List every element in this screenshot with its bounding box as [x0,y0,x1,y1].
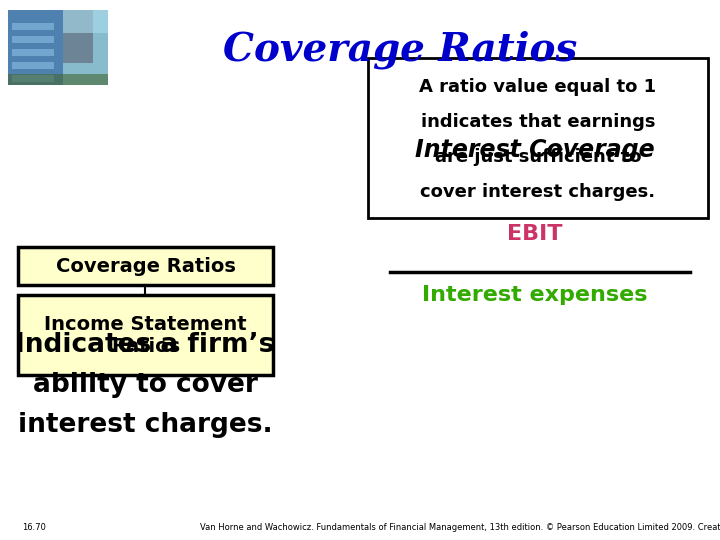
Bar [12,23,54,30]
Bar [368,58,708,218]
Text: indicates that earnings: indicates that earnings [420,113,655,131]
Text: Interest Coverage: Interest Coverage [415,138,654,162]
Text: Income Statement
Ratios: Income Statement Ratios [44,314,247,355]
Bar [8,74,108,85]
Bar [12,62,54,69]
Bar [12,36,54,43]
Bar [12,75,54,82]
Text: Coverage Ratios: Coverage Ratios [55,256,235,275]
Bar [18,295,273,375]
Text: Interest expenses: Interest expenses [422,285,648,305]
Bar [8,10,108,85]
Text: are just sufficient to: are just sufficient to [435,148,642,166]
Text: 16.70: 16.70 [22,523,46,532]
Text: Indicates a firm’s: Indicates a firm’s [15,332,275,358]
Bar [63,10,108,32]
Text: interest charges.: interest charges. [18,412,272,438]
Bar [8,10,63,85]
Text: A ratio value equal to 1: A ratio value equal to 1 [420,78,657,96]
Bar [18,247,273,285]
Bar [63,10,93,63]
Text: Van Horne and Wachowicz. Fundamentals of Financial Management, 13th edition. © P: Van Horne and Wachowicz. Fundamentals of… [200,523,720,532]
Text: ability to cover: ability to cover [32,372,258,398]
Bar [12,49,54,56]
Text: Coverage Ratios: Coverage Ratios [223,31,577,69]
Text: cover interest charges.: cover interest charges. [420,184,656,201]
Text: EBIT: EBIT [508,224,563,244]
